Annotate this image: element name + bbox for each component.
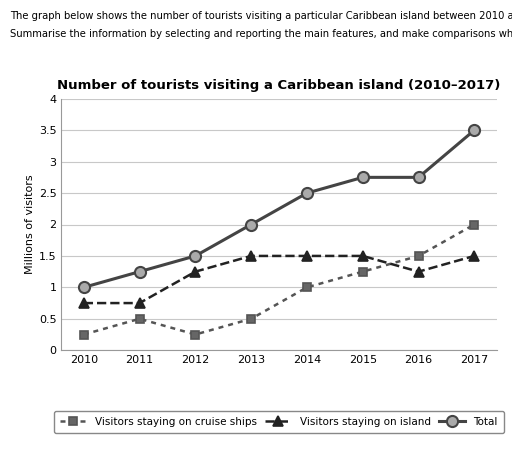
- Text: Summarise the information by selecting and reporting the main features, and make: Summarise the information by selecting a…: [10, 29, 512, 39]
- Text: The graph below shows the number of tourists visiting a particular Caribbean isl: The graph below shows the number of tour…: [10, 11, 512, 21]
- Legend: Visitors staying on cruise ships, Visitors staying on island, Total: Visitors staying on cruise ships, Visito…: [54, 411, 504, 433]
- Y-axis label: Millions of visitors: Millions of visitors: [25, 175, 35, 274]
- Title: Number of tourists visiting a Caribbean island (2010–2017): Number of tourists visiting a Caribbean …: [57, 79, 501, 92]
